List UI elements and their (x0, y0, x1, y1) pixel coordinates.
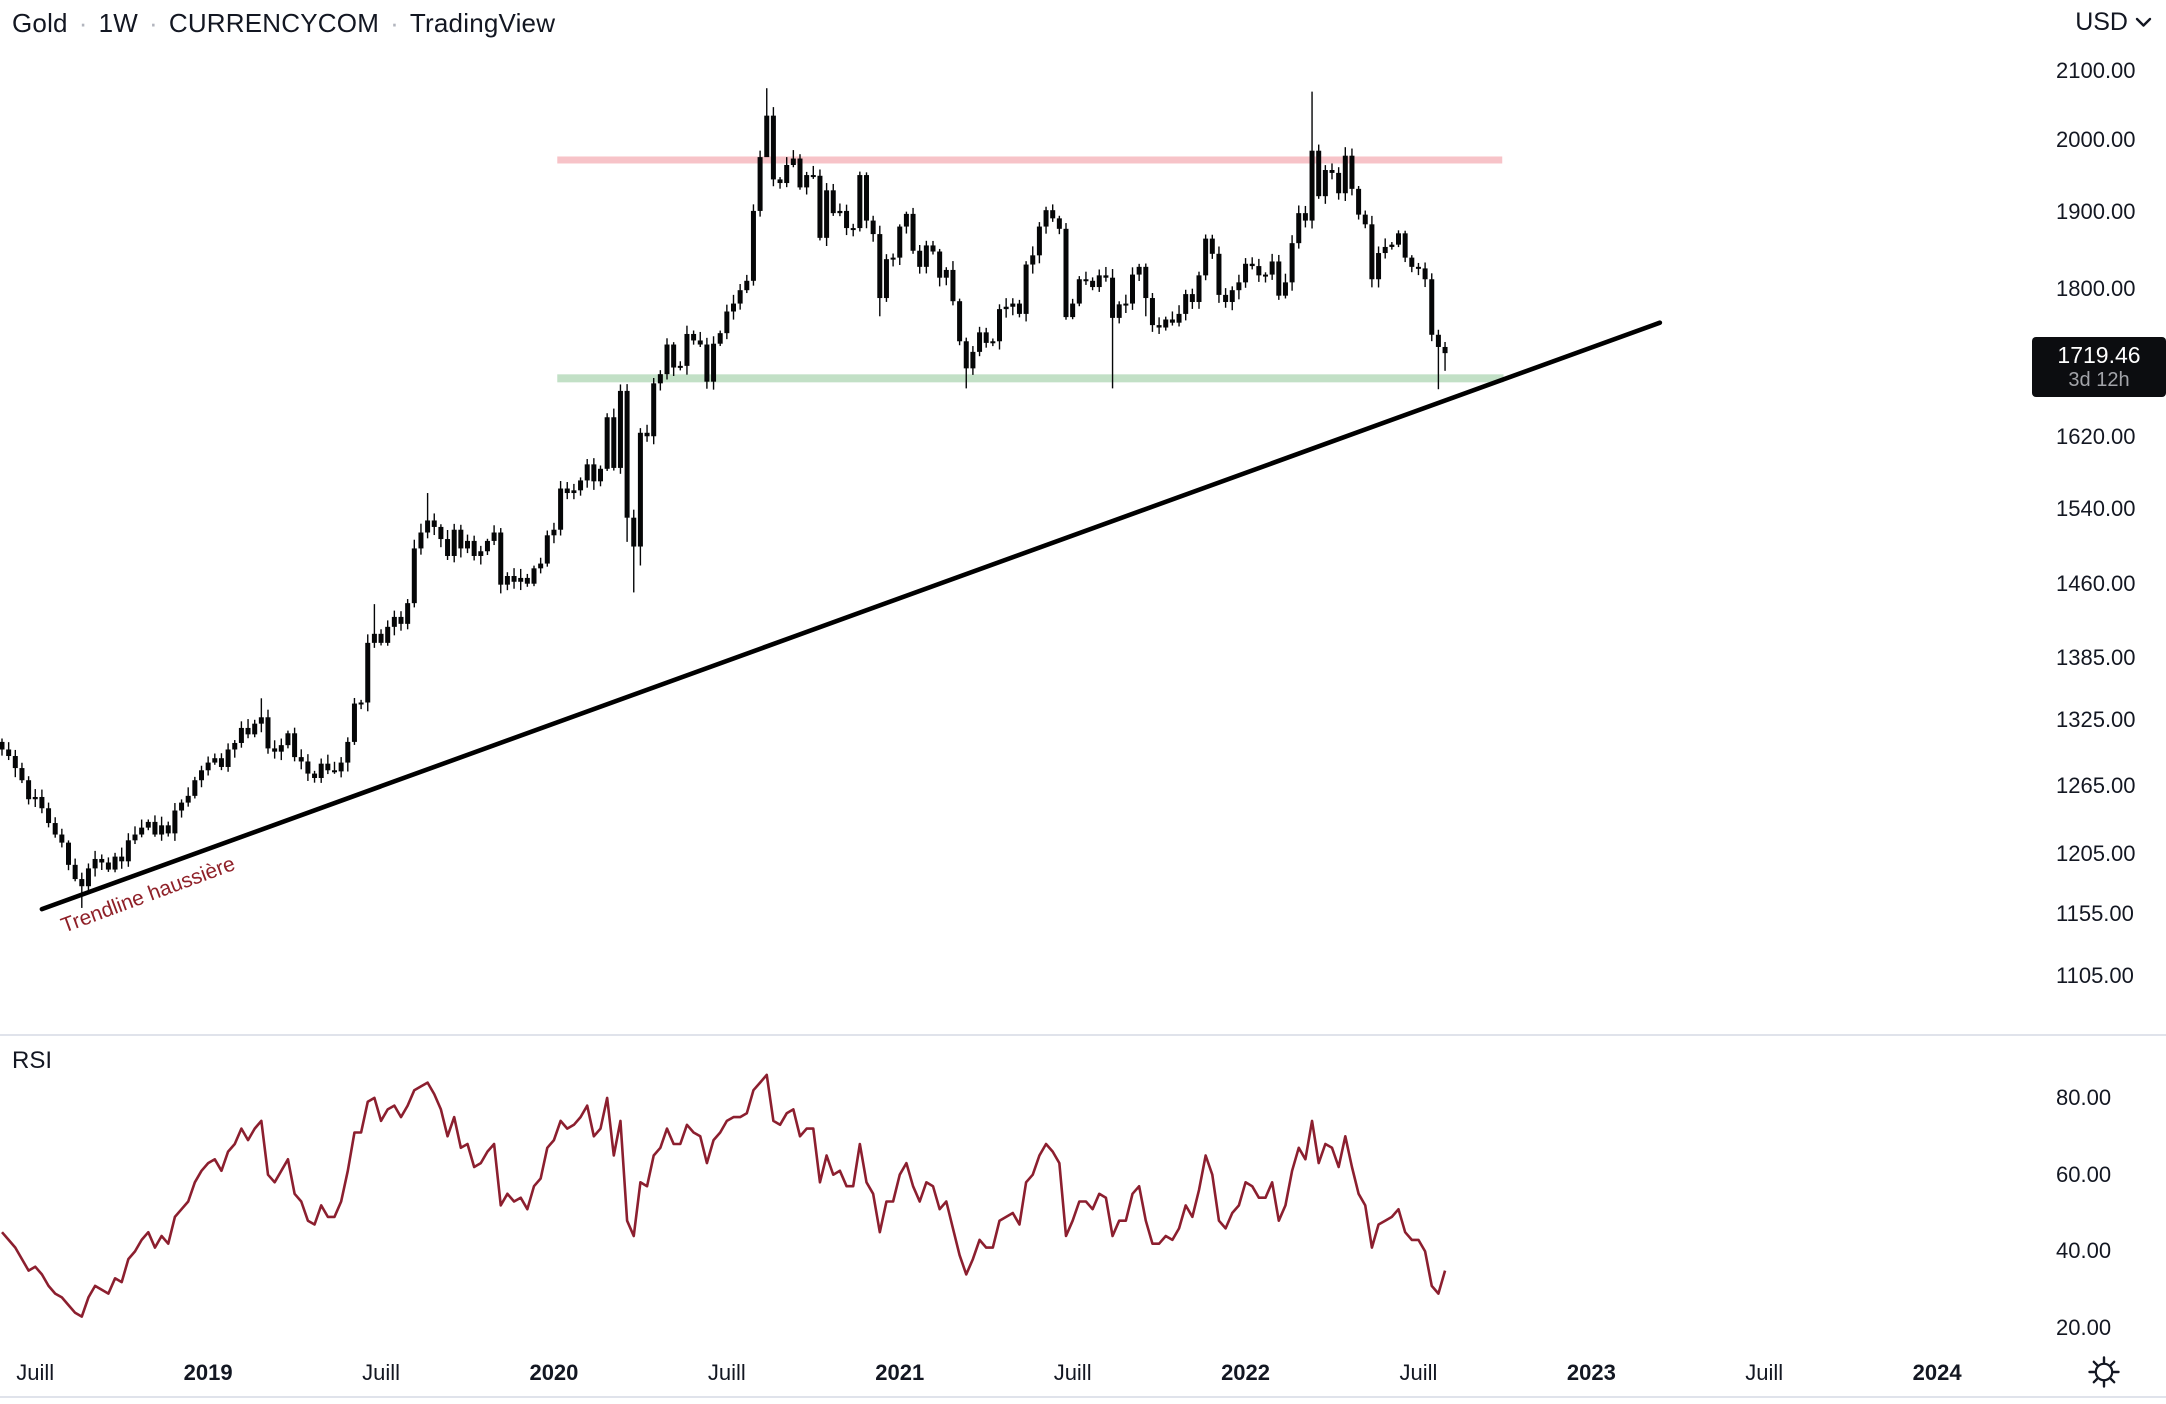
price-tick-label: 1325.00 (2056, 707, 2136, 733)
chart-legend: Gold · 1W · CURRENCYCOM · TradingView (12, 8, 555, 39)
pane-divider (0, 1034, 2166, 1036)
price-tick-label: 1620.00 (2056, 424, 2136, 450)
currency-label: USD (2075, 8, 2128, 36)
tradingview-attribution: TradingView (409, 8, 556, 38)
time-axis-label: Juill (707, 1360, 746, 1385)
support-line[interactable] (557, 374, 1504, 383)
time-axis-label: 2024 (1912, 1360, 1962, 1385)
legend-separator: · (149, 8, 158, 38)
time-axis-label: 2019 (183, 1360, 233, 1385)
price-tick-label: 1385.00 (2056, 645, 2136, 671)
chart-canvas[interactable] (0, 0, 2040, 1350)
price-tick-label: 1800.00 (2056, 275, 2136, 301)
trendline-drawing[interactable] (39, 320, 1663, 912)
rsi-tick-label: 20.00 (2056, 1315, 2112, 1341)
legend-separator: · (78, 8, 88, 38)
interval-label[interactable]: 1W (98, 8, 138, 38)
time-axis-label: Juill (362, 1360, 400, 1385)
time-axis-label: Juill (1745, 1360, 1784, 1385)
rsi-tick-label: 40.00 (2056, 1238, 2112, 1264)
last-price-value: 1719.46 (2057, 342, 2141, 369)
time-axis[interactable]: Juill 2019 Juill 2020 Juill 2021 Juill 2022 Juil… (0, 1352, 2040, 1396)
price-tick-label: 1460.00 (2056, 570, 2136, 596)
symbol-name[interactable]: Gold (12, 8, 68, 38)
price-tick-label: 1540.00 (2056, 495, 2136, 521)
time-axis-label: 2021 (875, 1360, 925, 1385)
rsi-tick-label: 60.00 (2056, 1161, 2112, 1187)
legend-separator: · (390, 8, 399, 38)
candles-group (0, 88, 1448, 908)
price-tick-label: 1155.00 (2056, 901, 2134, 926)
time-axis-label: Juill (1053, 1360, 1092, 1385)
price-axis[interactable]: 2100.00 2000.00 1900.00 1800.00 1620.00 1540.… (2040, 0, 2166, 1350)
bar-countdown: 3d 12h (2068, 368, 2130, 391)
rsi-line (1, 1073, 1447, 1318)
last-price-badge: 1719.46 3d 12h (2032, 337, 2166, 398)
rsi-indicator-label[interactable]: RSI (12, 1047, 53, 1074)
chevron-down-icon (2135, 17, 2152, 27)
time-axis-label: Juill (16, 1360, 55, 1385)
time-axis-label: 2022 (1221, 1360, 1271, 1385)
time-axis-label: 2023 (1566, 1360, 1616, 1385)
price-tick-label: 2100.00 (2056, 58, 2136, 84)
price-tick-label: 1900.00 (2056, 199, 2136, 225)
time-axis-label: 2020 (529, 1360, 579, 1385)
price-tick-label: 1105.00 (2056, 963, 2134, 989)
time-axis-label: Juill (1399, 1360, 1438, 1385)
price-tick-label: 1205.00 (2056, 841, 2136, 867)
exchange-label[interactable]: CURRENCYCOM (168, 8, 380, 38)
resistance-line[interactable] (557, 156, 1503, 164)
bottom-border (0, 1396, 2166, 1398)
currency-selector[interactable]: USD (2075, 8, 2152, 37)
rsi-tick-label: 80.00 (2056, 1084, 2112, 1110)
price-tick-label: 2000.00 (2056, 127, 2136, 153)
settings-gear-icon[interactable] (2084, 1352, 2124, 1392)
price-tick-label: 1265.00 (2056, 772, 2136, 798)
